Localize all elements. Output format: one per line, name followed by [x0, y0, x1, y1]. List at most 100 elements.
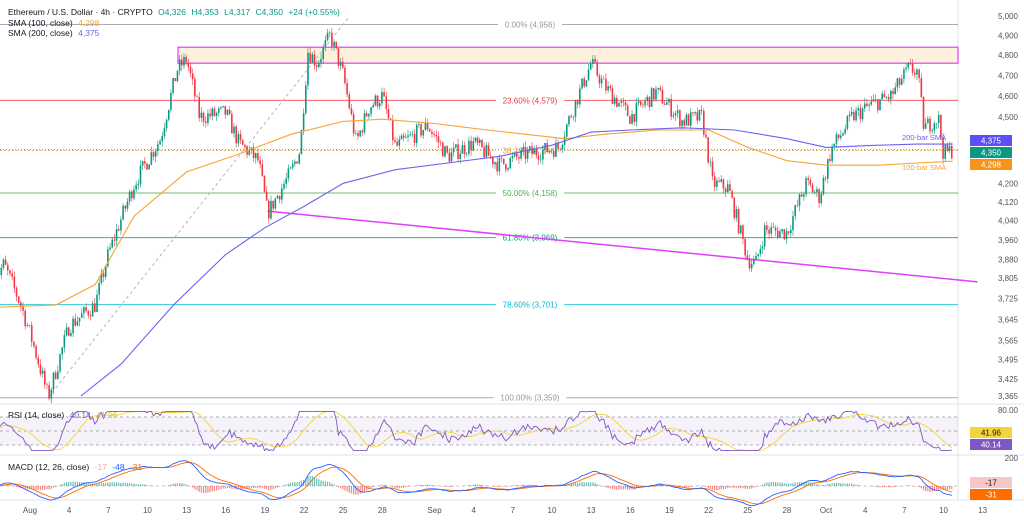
candle	[181, 54, 183, 72]
candle-body	[877, 99, 879, 111]
candle-body	[368, 113, 370, 117]
sma100-legend[interactable]: SMA (100, close) 4,298	[8, 18, 102, 28]
macd-histogram-bar	[144, 484, 146, 486]
candle	[922, 96, 925, 131]
candle-body	[54, 372, 57, 379]
candle-body	[929, 118, 931, 132]
macd-histogram-bar	[637, 486, 640, 488]
x-tick-label: 16	[221, 506, 230, 515]
candle	[315, 60, 318, 72]
macd-histogram-bar	[833, 483, 835, 486]
candle	[487, 142, 490, 156]
candle-body	[613, 97, 616, 104]
candle	[637, 97, 640, 107]
candle-body	[202, 112, 205, 122]
candle	[881, 90, 883, 101]
candle-body	[170, 92, 172, 110]
candle	[694, 111, 696, 116]
candle	[776, 226, 779, 240]
candle	[407, 129, 409, 142]
macd-histogram-bar	[431, 485, 433, 486]
candle-body	[91, 303, 94, 317]
macd-histogram-bar	[883, 486, 885, 488]
candle	[720, 175, 723, 183]
candle	[428, 127, 431, 132]
candle	[235, 124, 237, 148]
candle-body	[48, 385, 50, 399]
rsi-legend[interactable]: RSI (14, close) 40.14 41.96	[8, 410, 121, 420]
candle	[659, 85, 662, 92]
candle	[709, 157, 712, 168]
rsi-tag	[970, 427, 1012, 438]
macd-histogram-bar	[396, 486, 398, 489]
macd-histogram-bar	[594, 482, 596, 486]
macd-histogram-bar	[753, 486, 755, 488]
macd-histogram-bar	[35, 486, 37, 490]
candle	[28, 324, 31, 328]
candle	[398, 135, 401, 150]
candle-body	[422, 129, 425, 136]
candle-body	[609, 86, 612, 89]
candle	[498, 154, 501, 176]
candle	[722, 178, 725, 194]
candle	[648, 96, 651, 111]
y-tick-label: 5,000	[998, 12, 1019, 21]
candle-body	[724, 188, 727, 193]
candle	[215, 111, 218, 122]
candle	[15, 285, 18, 302]
macd-histogram-bar	[76, 481, 79, 486]
macd-histogram-bar	[398, 486, 400, 489]
candle	[111, 237, 114, 249]
candle-body	[189, 66, 192, 74]
sma200-legend[interactable]: SMA (200, close) 4,375	[8, 28, 102, 38]
macd-histogram-bar	[122, 482, 124, 486]
candle-body	[296, 161, 298, 164]
candle-body	[898, 78, 901, 85]
macd-histogram-bar	[583, 482, 585, 486]
candle	[492, 156, 494, 168]
candle	[2, 258, 5, 270]
macd-histogram-bar	[450, 486, 453, 487]
macd-histogram-bar	[24, 486, 26, 489]
macd-histogram-bar	[927, 486, 929, 492]
macd-histogram-bar	[879, 486, 881, 488]
candle	[237, 131, 240, 147]
fib-level-label: 23.60% (4,579)	[503, 96, 558, 105]
candle-body	[498, 158, 501, 172]
macd-histogram-bar	[611, 486, 614, 490]
candle-body	[63, 335, 66, 348]
y-tick-label: 3,645	[998, 315, 1019, 324]
macd-histogram-bar	[366, 486, 368, 491]
candle-body	[178, 59, 181, 71]
candle-body	[522, 147, 525, 151]
candle	[861, 106, 864, 122]
macd-histogram-bar	[211, 486, 213, 492]
candle-body	[483, 147, 485, 158]
x-tick-label: 7	[511, 506, 516, 515]
candle-body	[533, 149, 535, 154]
macd-histogram-bar	[477, 484, 479, 486]
price-tag	[970, 147, 1012, 158]
candle-body	[757, 254, 759, 256]
candle	[655, 85, 657, 102]
macd-histogram-bar	[472, 484, 474, 486]
candle	[731, 188, 733, 199]
macd-legend[interactable]: MACD (12, 26, close) -17 -48 -31	[8, 462, 145, 472]
candle-body	[681, 120, 683, 127]
candle-body	[557, 142, 559, 149]
macd-histogram-bar	[50, 486, 52, 489]
macd-histogram-bar	[814, 483, 816, 486]
macd-histogram-bar	[174, 483, 176, 486]
candle-body	[905, 67, 907, 70]
candle	[913, 69, 916, 79]
macd-histogram-bar	[624, 486, 627, 490]
macd-histogram-bar	[498, 486, 500, 487]
candle-body	[774, 227, 777, 231]
candle	[600, 74, 603, 89]
x-tick-label: 4	[863, 506, 868, 515]
x-tick-label: 22	[300, 506, 309, 515]
candle	[59, 353, 61, 374]
macd-histogram-bar	[685, 486, 688, 488]
macd-histogram-bar	[929, 486, 931, 492]
